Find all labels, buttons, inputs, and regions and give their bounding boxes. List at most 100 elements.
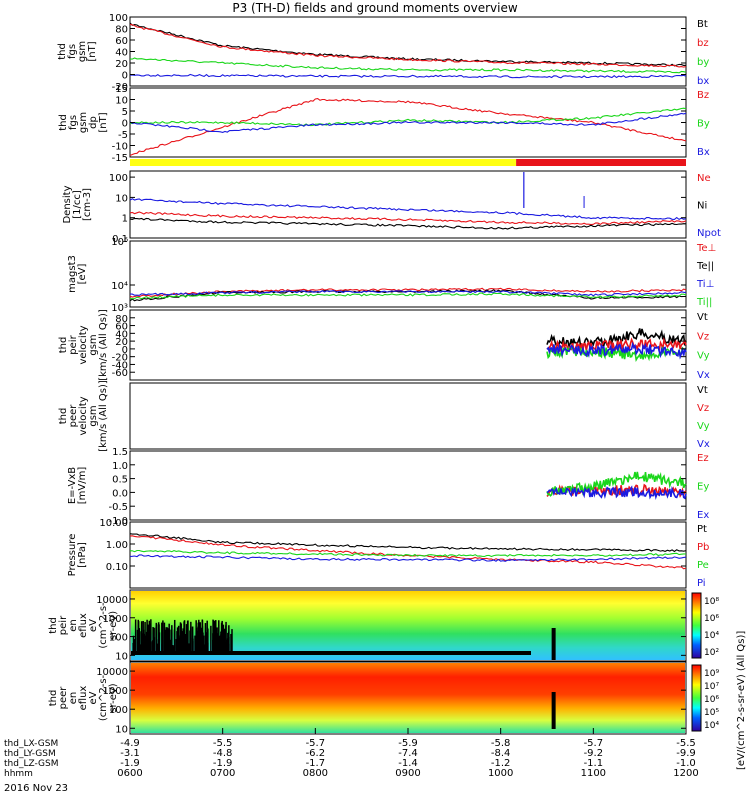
y-axis-label: thd — [58, 408, 69, 425]
legend-ni: Ni — [697, 201, 707, 212]
ion-noise-tick — [203, 635, 205, 653]
series-line-ey — [546, 471, 687, 497]
y-axis-label: thd — [48, 690, 59, 707]
mode-segment-yellow — [130, 159, 517, 166]
ion-noise-tick — [228, 636, 230, 653]
y-tick-label: 10 — [115, 193, 128, 204]
plot-title: P3 (TH-D) fields and ground moments over… — [232, 1, 518, 15]
legend-bz: Bz — [697, 90, 709, 101]
ion-noise-tick — [204, 644, 206, 653]
ion-noise-tick — [225, 643, 228, 653]
y-axis-label: eflux — [78, 686, 89, 711]
ion-noise-tick — [161, 643, 163, 653]
series-line-by — [130, 57, 687, 74]
ion-noise-tick — [183, 644, 185, 653]
y-axis-label: thd — [58, 114, 69, 131]
electron-data-gap — [551, 692, 556, 729]
legend-vx: Vx — [697, 439, 710, 450]
x-tick-label: 1000 — [488, 768, 513, 779]
y-tick-label: 0.5 — [112, 475, 128, 486]
ion-noise-tick — [215, 620, 217, 653]
y-tick-label: -20 — [112, 353, 128, 364]
x-tick-label: -9.2 — [584, 748, 604, 759]
y-axis-label: [1/cc] — [72, 190, 83, 219]
y-tick-label: 1.5 — [112, 447, 128, 458]
x-tick-label: -4.8 — [213, 748, 233, 759]
ion-noise-tick — [166, 627, 168, 653]
series-line-bz — [129, 98, 687, 157]
y-axis-label: peer — [68, 404, 79, 428]
y-axis-label: gsm — [88, 334, 99, 355]
legend-pb: Pb — [697, 542, 709, 553]
legend-ti: Ti|| — [696, 297, 712, 308]
ion-noise-tick — [163, 622, 166, 653]
ion-noise-tick — [218, 620, 220, 653]
ion-noise-tick — [178, 637, 180, 653]
y-tick-label: 1 — [122, 214, 128, 225]
ion-noise-tick — [147, 634, 150, 653]
series-line-bx — [129, 73, 687, 79]
legend-vt: Vt — [697, 385, 708, 396]
y-axis-label: [km/s (All Qs)] — [98, 380, 109, 452]
y-axis-label: gsm — [88, 405, 99, 426]
ion-noise-tick — [139, 644, 141, 653]
ion-noise-tick — [197, 646, 200, 653]
legend-bx: Bx — [697, 147, 710, 158]
ion-noise-tick — [141, 645, 144, 653]
x-tick-label: -5.7 — [306, 738, 326, 749]
x-tick-label: -1.2 — [491, 758, 511, 769]
x-tick-label: -1.4 — [398, 758, 418, 769]
ion-noise-tick — [179, 624, 182, 653]
ion-noise-tick — [185, 642, 187, 653]
colorbar-tick-label: 10⁷ — [704, 682, 719, 692]
legend-pi: Pi — [697, 578, 706, 589]
y-axis-label: sr-eV) — [108, 683, 119, 712]
legend-by: by — [697, 57, 709, 68]
series-line-ti — [129, 292, 687, 300]
x-row-label: thd_LX-GSM — [4, 739, 58, 749]
y-tick-label: 10 — [115, 724, 128, 735]
date-label: 2016 Nov 23 — [4, 783, 69, 794]
ion-noise-tick — [168, 623, 170, 653]
y-tick-label: -20 — [112, 82, 128, 93]
y-tick-label: 10⁴ — [111, 281, 128, 292]
legend-vz: Vz — [697, 403, 709, 414]
y-axis-label: (cm^2-s- — [98, 602, 109, 649]
x-tick-label: -1.9 — [213, 758, 233, 769]
ion-noise-tick — [213, 623, 215, 653]
ion-noise-tick — [153, 627, 155, 653]
y-axis-label: [mV/m] — [77, 467, 88, 505]
colorbar-tick-label: 10⁹ — [704, 669, 719, 679]
y-tick-label: 0 — [122, 119, 128, 130]
x-tick-label: -1.1 — [584, 758, 604, 769]
ion-noise-tick — [136, 637, 139, 653]
y-tick-label: 1000 — [103, 686, 128, 697]
ion-noise-tick — [143, 644, 145, 653]
y-tick-label: -5 — [118, 130, 128, 141]
y-axis-label: thd — [48, 617, 59, 634]
colorbar-tick-label: 10⁴ — [704, 631, 719, 641]
y-axis-label: [nT] — [87, 41, 98, 61]
y-tick-label: 10³ — [111, 303, 128, 314]
y-axis-label: thd — [58, 337, 69, 354]
y-axis-label: peer — [58, 686, 69, 710]
y-tick-label: -1.0 — [108, 516, 128, 527]
legend-by: By — [697, 119, 710, 130]
x-row-label: hhmm — [4, 769, 33, 779]
colorbar-tick-label: 10⁶ — [704, 614, 719, 624]
legend-bz: bz — [697, 38, 709, 49]
y-axis-label: [cm-3] — [82, 188, 93, 221]
panel-11-heatmap — [131, 663, 685, 733]
x-tick-label: -1.9 — [120, 758, 140, 769]
ion-noise-tick — [192, 641, 194, 653]
y-tick-label: 100 — [109, 13, 128, 24]
ion-noise-tick — [226, 638, 229, 653]
ion-noise-tick — [138, 628, 141, 653]
ion-noise-tick — [162, 640, 164, 653]
ion-noise-tick — [188, 643, 190, 653]
ion-noise-tick — [172, 644, 174, 653]
y-tick-label: 0 — [122, 345, 128, 356]
ion-noise-tick — [134, 619, 137, 653]
panel-9-frame — [129, 521, 687, 589]
